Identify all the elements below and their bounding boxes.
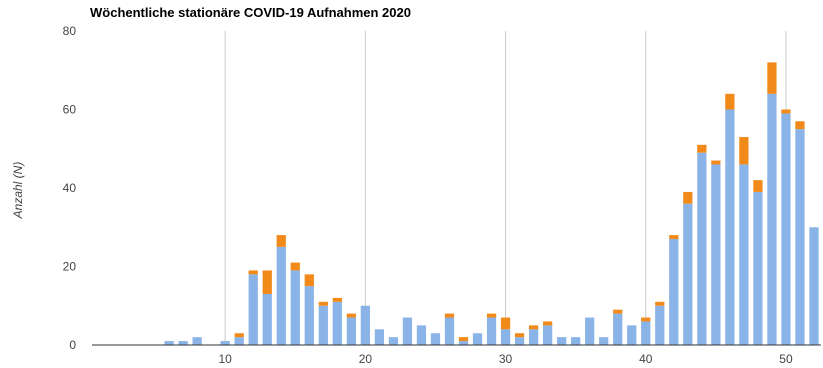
bar-segment-lower <box>374 329 385 345</box>
x-tick-label: 20 <box>359 352 373 366</box>
bar-segment-upper <box>725 93 735 110</box>
y-tick-label: 80 <box>63 24 77 38</box>
bar-segment-upper <box>318 301 328 306</box>
bar-segment-lower <box>402 317 413 345</box>
x-tick-label: 40 <box>639 352 653 366</box>
bar-segment-lower <box>542 325 553 345</box>
bar-segment-lower <box>613 313 623 345</box>
y-axis-label: Anzahl (N) <box>11 162 25 220</box>
bar-segment-lower <box>332 301 342 345</box>
bar-segment-lower <box>458 341 469 345</box>
bar-segment-upper <box>655 301 665 306</box>
bar-segment-lower <box>262 293 272 345</box>
bar-segment-lower <box>514 337 525 345</box>
bar-segment-lower <box>416 325 427 345</box>
bar-segment-lower <box>585 317 595 345</box>
bar-segment-lower <box>739 164 749 345</box>
bars <box>164 62 819 345</box>
bar-segment-lower <box>500 329 511 345</box>
bar-segment-lower <box>711 164 721 345</box>
bar-segment-upper <box>781 109 791 114</box>
bar-segment-lower <box>248 274 258 345</box>
bar-segment-lower <box>725 109 735 345</box>
bar-segment-lower <box>809 227 819 345</box>
tick-labels: 0 20 40 60 80 10 20 30 40 50 <box>63 24 793 366</box>
bar-segment-upper <box>458 337 469 342</box>
bar-segment-lower <box>192 337 202 345</box>
bar-segment-upper <box>346 313 356 318</box>
bar-segment-lower <box>444 317 455 345</box>
x-tick-label: 10 <box>219 352 233 366</box>
bar-segment-lower <box>164 341 174 345</box>
bar-segment-upper <box>444 313 455 318</box>
bar-segment-lower <box>683 203 693 345</box>
bar-segment-upper <box>262 270 272 294</box>
bar-segment-upper <box>753 180 763 192</box>
y-tick-label: 40 <box>63 181 77 195</box>
bar-segment-upper <box>290 262 300 271</box>
x-tick-label: 50 <box>779 352 793 366</box>
bar-segment-upper <box>683 191 693 204</box>
bar-segment-lower <box>178 341 188 345</box>
bar-segment-lower <box>486 317 497 345</box>
bar-segment-upper <box>528 325 539 330</box>
bar-segment-upper <box>332 297 342 302</box>
bar-segment-upper <box>767 62 777 94</box>
bar-segment-lower <box>557 337 567 345</box>
bar-segment-lower <box>753 191 763 345</box>
bar-segment-lower <box>234 337 244 345</box>
bar-segment-lower <box>795 129 805 345</box>
bar-segment-lower <box>472 333 483 345</box>
bar-segment-upper <box>641 317 651 322</box>
bar-segment-lower <box>360 305 371 345</box>
x-tick-label: 30 <box>499 352 513 366</box>
bar-segment-lower <box>697 152 707 345</box>
bar-segment-upper <box>669 235 679 240</box>
bar-segment-lower <box>655 305 665 345</box>
bar-segment-upper <box>486 313 497 318</box>
bar-segment-upper <box>697 144 707 153</box>
bar-segment-lower <box>641 321 651 345</box>
y-tick-label: 0 <box>69 338 76 352</box>
bar-segment-lower <box>220 341 230 345</box>
bar-segment-lower <box>290 270 300 345</box>
y-tick-label: 20 <box>63 260 77 274</box>
bar-segment-lower <box>346 317 356 345</box>
bar-segment-lower <box>528 329 539 345</box>
bar-segment-lower <box>304 286 314 345</box>
bar-segment-upper <box>613 309 623 314</box>
chart-title: Wöchentliche stationäre COVID-19 Aufnahm… <box>90 5 411 20</box>
bar-segment-lower <box>388 337 399 345</box>
bar-segment-lower <box>627 325 637 345</box>
bar-segment-lower <box>571 337 581 345</box>
bar-segment-upper <box>248 270 258 275</box>
bar-segment-lower <box>669 239 679 345</box>
bar-segment-lower <box>599 337 609 345</box>
bar-segment-upper <box>234 333 244 338</box>
bar-segment-lower <box>767 93 777 345</box>
bar-segment-upper <box>514 333 525 338</box>
bar-segment-upper <box>739 136 749 165</box>
bar-segment-upper <box>795 121 805 130</box>
bar-segment-lower <box>781 113 791 345</box>
bar-segment-upper <box>500 317 511 330</box>
y-tick-label: 60 <box>63 103 77 117</box>
bar-segment-lower <box>318 305 328 345</box>
bar-segment-upper <box>276 235 286 247</box>
bar-segment-upper <box>711 160 721 165</box>
bar-segment-upper <box>542 321 553 326</box>
bar-segment-lower <box>276 246 286 345</box>
bar-segment-upper <box>304 274 314 287</box>
bar-segment-lower <box>430 333 441 345</box>
